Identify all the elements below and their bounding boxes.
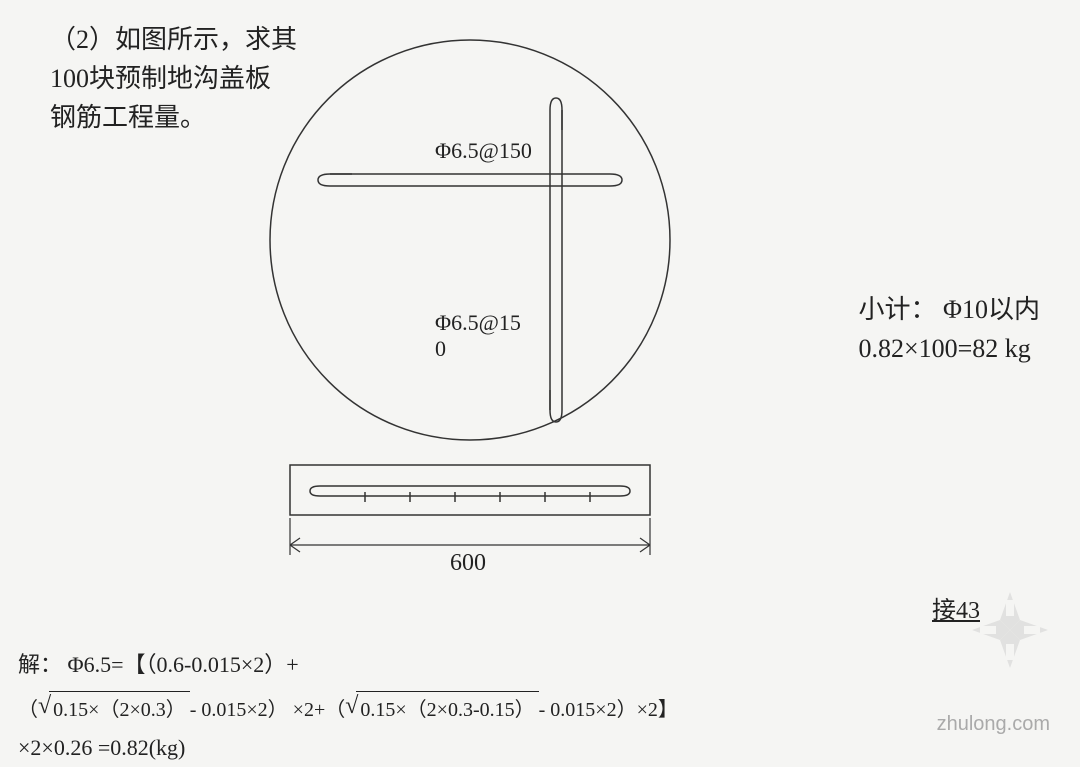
circle-outline [270,40,670,440]
subtotal-text: 小计： Φ10以内 0.82×100=82 kg [858,290,1040,368]
solution-text: 解： Φ6.5=【（0.6-0.015×2）+ （ √ 0.15×（2×0.3）… [18,645,1062,767]
solution-line-1: 解： Φ6.5=【（0.6-0.015×2）+ [18,645,1062,685]
solution-line-3: ×2×0.26 =0.82(kg) [18,728,1062,767]
horizontal-rebar [318,174,622,186]
plan-svg: Φ6.5@150 Φ6.5@15 0 [260,30,680,450]
sqrt-2: √ 0.15×（2×0.3-0.15） [345,685,538,728]
solution-line-2: （ √ 0.15×（2×0.3） - 0.015×2） ×2+（ √ 0.15×… [18,685,1062,728]
sqrt-1-body: 0.15×（2×0.3） [49,691,190,728]
vertical-rebar [550,98,562,422]
subtotal-line-1: 小计： Φ10以内 [858,290,1040,329]
section-svg: 600 [270,460,670,600]
sol-l2-p3: - 0.015×2）×2】 [539,692,678,728]
sqrt-2-body: 0.15×（2×0.3-0.15） [356,691,538,728]
section-rebar [310,486,630,502]
v-rebar-label-1: Φ6.5@15 [435,310,521,335]
sol-l2-p2: - 0.015×2） ×2+（ [190,692,346,728]
dim-label: 600 [450,550,486,576]
subtotal-line-2: 0.82×100=82 kg [858,329,1040,368]
h-rebar-label: Φ6.5@150 [435,138,532,163]
section-diagram: 600 [270,460,670,600]
sqrt-1: √ 0.15×（2×0.3） [38,685,190,728]
v-rebar-label-2: 0 [435,336,446,361]
section-rect [290,465,650,515]
sol-l2-p1: （ [18,692,38,728]
plan-diagram: Φ6.5@150 Φ6.5@15 0 [260,30,680,450]
